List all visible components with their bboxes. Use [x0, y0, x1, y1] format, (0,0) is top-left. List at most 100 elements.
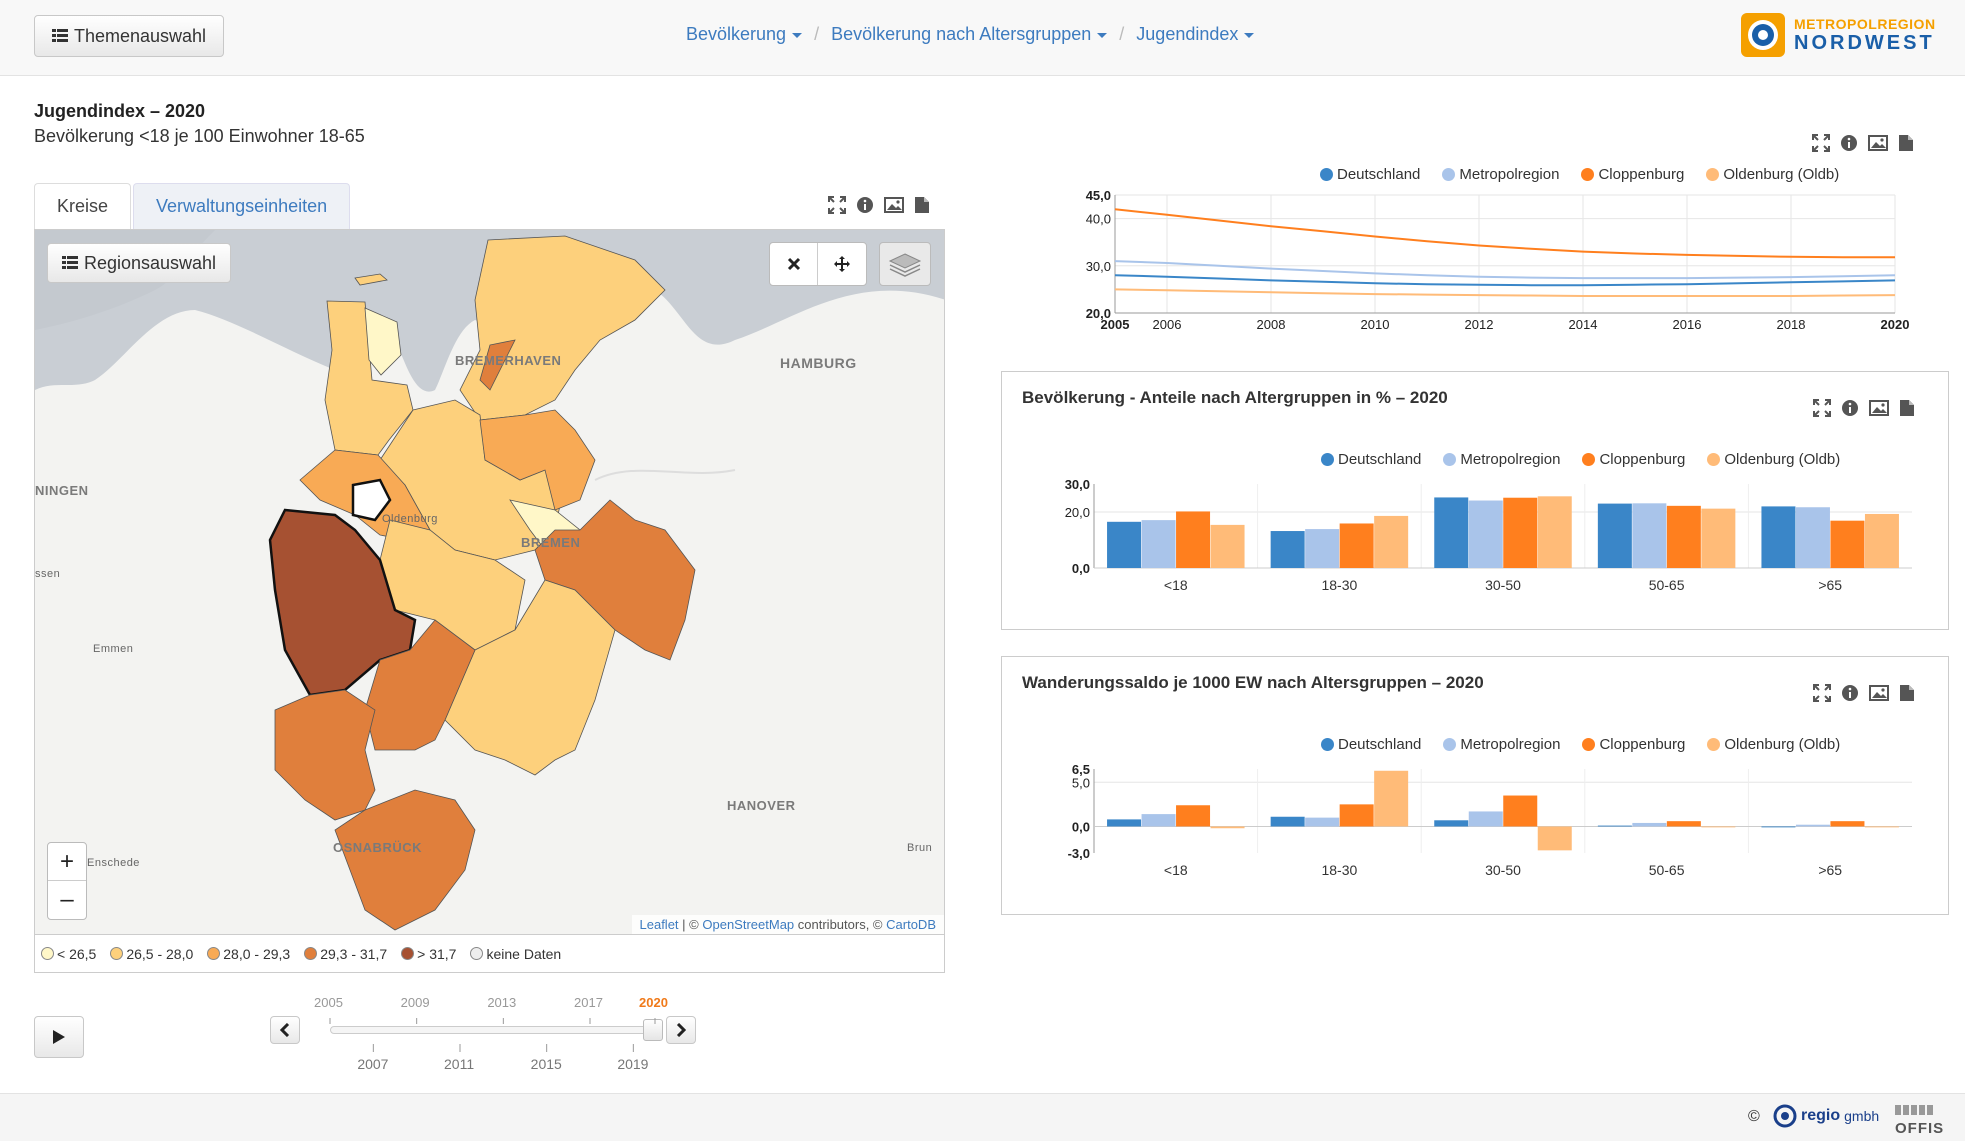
- zoom-in-button[interactable]: +: [48, 843, 86, 881]
- region-bremerhaven[interactable]: [479, 339, 516, 391]
- breadcrumb-item-jugendindex[interactable]: Jugendindex: [1136, 24, 1255, 45]
- offis-logo[interactable]: OFFIS: [1895, 1104, 1944, 1137]
- bar-cloppenburg[interactable]: [1176, 805, 1211, 827]
- timeline-year-label[interactable]: 2019: [617, 1056, 649, 1072]
- bar-deutschland[interactable]: [1270, 816, 1305, 827]
- timeline-year-label[interactable]: 2017: [574, 995, 603, 1010]
- bar-cloppenburg[interactable]: [1503, 497, 1538, 568]
- image-export-icon[interactable]: [1868, 134, 1888, 152]
- image-export-icon[interactable]: [884, 196, 904, 214]
- previous-year-button[interactable]: [270, 1016, 300, 1044]
- bar-deutschland[interactable]: [1107, 521, 1142, 568]
- cartodb-link[interactable]: CartoDB: [886, 917, 936, 932]
- legend-item-cloppenburg[interactable]: Cloppenburg: [1582, 736, 1685, 753]
- legend-item-metropolregion[interactable]: Metropolregion: [1442, 166, 1559, 183]
- play-button[interactable]: [34, 1016, 84, 1058]
- bar-metropolregion[interactable]: [1795, 824, 1830, 827]
- legend-item-deutschland[interactable]: Deutschland: [1321, 736, 1421, 753]
- clear-selection-button[interactable]: [770, 243, 819, 285]
- year-slider-handle[interactable]: [643, 1019, 663, 1041]
- document-export-icon[interactable]: [1898, 134, 1914, 152]
- region-vechta[interactable]: [364, 619, 476, 751]
- tab-kreise[interactable]: Kreise: [34, 183, 132, 229]
- bar-cloppenburg[interactable]: [1176, 511, 1211, 568]
- timeline-year-label[interactable]: 2009: [400, 995, 430, 1010]
- document-export-icon[interactable]: [1899, 684, 1915, 702]
- series-line-cloppenburg[interactable]: [1114, 208, 1895, 259]
- timeline-year-label[interactable]: 2020: [639, 995, 668, 1010]
- fullscreen-icon[interactable]: [1813, 684, 1831, 702]
- region-osterholz[interactable]: [479, 409, 596, 511]
- legend-item-deutschland[interactable]: Deutschland: [1321, 451, 1421, 468]
- fullscreen-icon[interactable]: [828, 196, 846, 214]
- bar-metropolregion[interactable]: [1632, 503, 1667, 568]
- tab-verwaltungseinheiten[interactable]: Verwaltungseinheiten: [133, 183, 351, 229]
- bar-deutschland[interactable]: [1597, 503, 1632, 568]
- bar-deutschland[interactable]: [1434, 820, 1469, 827]
- bar-oldenburg-oldb-[interactable]: [1864, 826, 1899, 828]
- bar-cloppenburg[interactable]: [1830, 520, 1865, 568]
- image-export-icon[interactable]: [1869, 684, 1889, 702]
- region-oldenburg-stadt[interactable]: [351, 478, 392, 522]
- info-icon[interactable]: [1841, 399, 1859, 417]
- bar-cloppenburg[interactable]: [1666, 821, 1701, 827]
- legend-item-oldenburg-oldb-[interactable]: Oldenburg (Oldb): [1707, 736, 1840, 753]
- leaflet-link[interactable]: Leaflet: [639, 917, 679, 932]
- regio-logo[interactable]: regio gmbh: [1773, 1104, 1879, 1128]
- legend-item-cloppenburg[interactable]: Cloppenburg: [1581, 166, 1684, 183]
- bar-oldenburg-oldb-[interactable]: [1374, 770, 1409, 827]
- zoom-out-button[interactable]: –: [60, 886, 74, 913]
- fullscreen-icon[interactable]: [1813, 399, 1831, 417]
- bar-cloppenburg[interactable]: [1339, 804, 1374, 827]
- bar-oldenburg-oldb-[interactable]: [1374, 515, 1409, 568]
- series-line-oldenburg-oldb-[interactable]: [1114, 288, 1896, 297]
- bar-metropolregion[interactable]: [1468, 500, 1503, 568]
- bar-cloppenburg[interactable]: [1503, 795, 1538, 827]
- bar-oldenburg-oldb-[interactable]: [1701, 826, 1736, 828]
- bar-metropolregion[interactable]: [1632, 822, 1667, 827]
- bar-oldenburg-oldb-[interactable]: [1864, 513, 1899, 568]
- bar-deutschland[interactable]: [1761, 826, 1796, 828]
- info-icon[interactable]: [856, 196, 874, 214]
- legend-item-oldenburg-oldb-[interactable]: Oldenburg (Oldb): [1706, 166, 1839, 183]
- breadcrumb-item-altersgruppen[interactable]: Bevölkerung nach Altersgruppen: [831, 24, 1108, 45]
- legend-item-cloppenburg[interactable]: Cloppenburg: [1582, 451, 1685, 468]
- legend-item-metropolregion[interactable]: Metropolregion: [1443, 451, 1560, 468]
- metropolregion-logo[interactable]: METROPOLREGION NORDWEST: [1740, 12, 1935, 60]
- document-export-icon[interactable]: [1899, 399, 1915, 417]
- bar-cloppenburg[interactable]: [1830, 821, 1865, 827]
- bar-deutschland[interactable]: [1761, 506, 1796, 568]
- region-wilhelmshaven[interactable]: [364, 307, 402, 376]
- info-icon[interactable]: [1840, 134, 1858, 152]
- bar-cloppenburg[interactable]: [1339, 523, 1374, 568]
- fullscreen-icon[interactable]: [1812, 134, 1830, 152]
- timeline-year-label[interactable]: 2015: [530, 1056, 562, 1072]
- bar-oldenburg-oldb-[interactable]: [1701, 508, 1736, 568]
- bar-metropolregion[interactable]: [1141, 520, 1176, 568]
- next-year-button[interactable]: [666, 1016, 696, 1044]
- bar-metropolregion[interactable]: [1305, 817, 1340, 827]
- series-line-deutschland[interactable]: [1114, 274, 1896, 287]
- bar-oldenburg-oldb-[interactable]: [1537, 496, 1572, 568]
- osm-link[interactable]: OpenStreetMap: [702, 917, 795, 932]
- bar-metropolregion[interactable]: [1468, 811, 1503, 827]
- bar-deutschland[interactable]: [1597, 825, 1632, 827]
- bar-oldenburg-oldb-[interactable]: [1537, 826, 1572, 851]
- region-osnabrueck[interactable]: [334, 789, 476, 931]
- region-island[interactable]: [354, 273, 388, 286]
- timeline-year-label[interactable]: 2011: [444, 1056, 475, 1072]
- info-icon[interactable]: [1841, 684, 1859, 702]
- document-export-icon[interactable]: [914, 196, 930, 214]
- region-diepholz[interactable]: [444, 579, 616, 776]
- region-selection-button[interactable]: Regionsauswahl: [47, 243, 231, 283]
- bar-deutschland[interactable]: [1434, 497, 1469, 568]
- timeline-year-label[interactable]: 2007: [357, 1056, 389, 1072]
- timeline-year-label[interactable]: 2013: [487, 995, 517, 1010]
- bar-deutschland[interactable]: [1270, 531, 1305, 568]
- legend-item-deutschland[interactable]: Deutschland: [1320, 166, 1420, 183]
- legend-item-metropolregion[interactable]: Metropolregion: [1443, 736, 1560, 753]
- breadcrumb-item-bevoelkerung[interactable]: Bevölkerung: [686, 24, 803, 45]
- series-line-metropolregion[interactable]: [1114, 260, 1896, 280]
- timeline-year-label[interactable]: 2005: [314, 995, 343, 1010]
- bar-oldenburg-oldb-[interactable]: [1210, 524, 1245, 568]
